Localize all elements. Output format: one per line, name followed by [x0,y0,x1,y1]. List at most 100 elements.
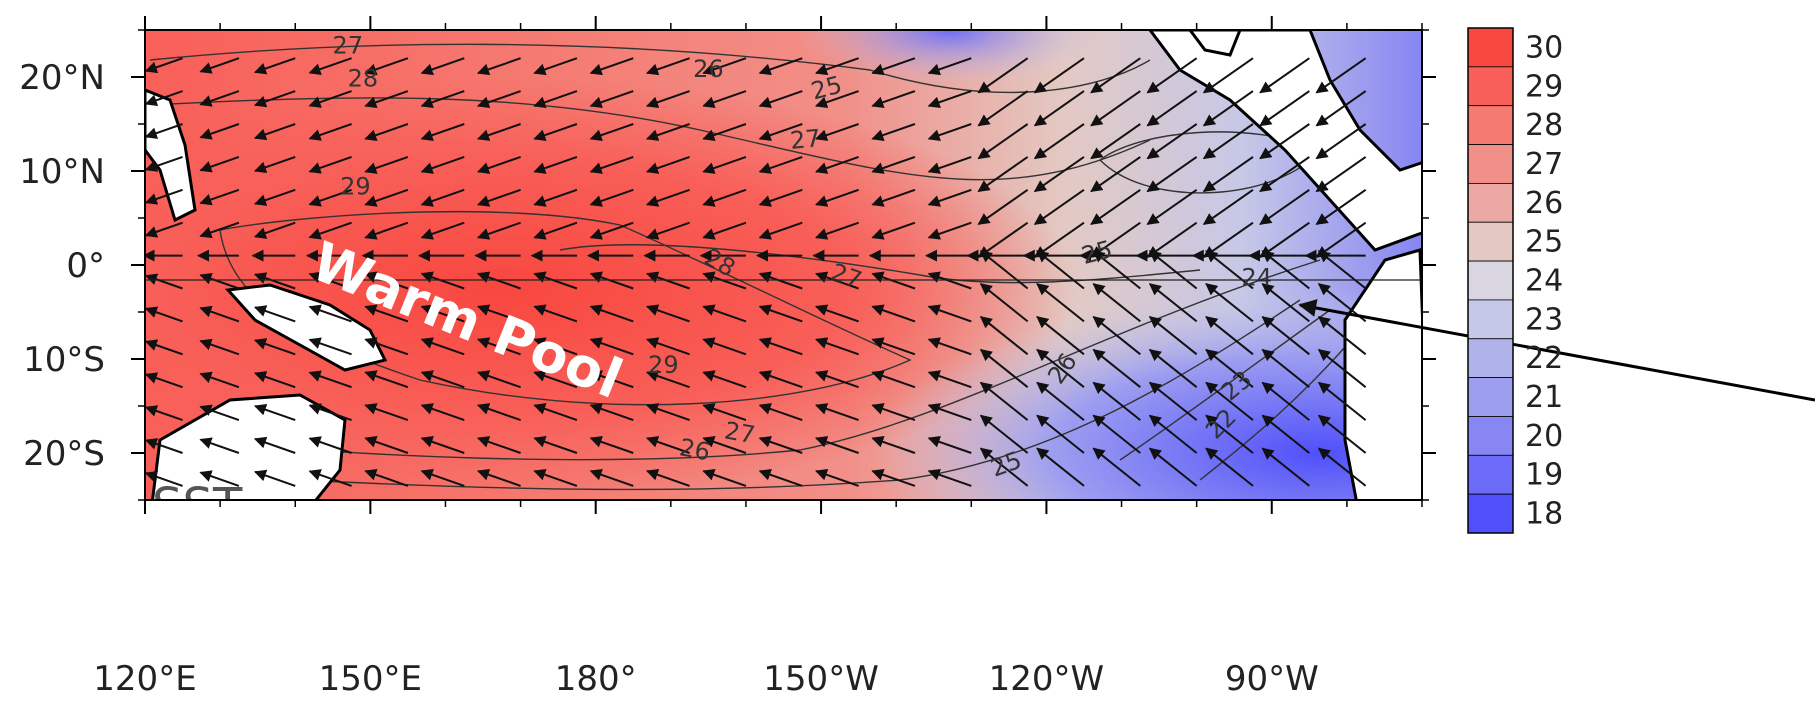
x-tick-label: 120°E [93,659,196,699]
wind-arrow [253,155,296,174]
wind-arrow [927,436,972,454]
wind-arrow [1259,123,1310,160]
wind-arrow [253,436,296,454]
wind-arrow [1259,188,1310,226]
wind-arrow [702,57,747,76]
wind-arrow [1033,57,1085,94]
x-tick-label: 180° [555,659,637,699]
wind-arrow [702,221,747,240]
wind-arrow [199,90,240,107]
colorbar-label: 26 [1525,186,1563,221]
x-axis: 120°E 150°E 180° 150°W 120°W 90°W [93,16,1423,699]
wind-arrow [476,188,521,207]
wind-arrow [1036,316,1085,356]
wind-arrow [476,90,521,109]
wind-arrow [871,271,916,290]
wind-arrow [420,155,465,174]
wind-arrow [199,155,240,173]
x-tick-label: 120°W [989,659,1105,699]
wind-arrow [1205,283,1254,323]
wind-arrow [871,221,916,240]
wind-arrow [476,468,521,487]
wind-arrow [364,90,409,109]
wind-arrow [253,305,296,323]
wind-arrow [589,337,634,356]
wind-arrow [253,403,296,422]
wind-arrow [1259,57,1310,94]
colorbar-label: 28 [1525,108,1563,143]
wind-arrow [1205,250,1254,290]
contour-label: 27 [722,416,757,449]
wind-arrow [308,188,352,207]
wind-arrow [979,316,1029,356]
wind-arrow [645,304,690,323]
wind-arrow [1317,250,1367,290]
wind-arrow [199,338,240,356]
wind-arrow [1146,57,1198,94]
wind-arrow [145,123,183,139]
wind-arrow [308,155,352,174]
wind-arrow [1033,188,1085,226]
wind-arrow [871,337,916,356]
wind-arrow [199,404,240,422]
wind-arrow [1259,156,1310,193]
wind-arrow [364,304,409,323]
wind-arrow [927,155,972,174]
wind-arrow [420,188,465,207]
colorbar-swatch [1467,260,1514,301]
contour-label: 24 [1241,264,1272,292]
wind-arrow [145,57,183,74]
wind-arrow [815,90,859,109]
wind-arrow [1317,414,1367,454]
wind-arrow [589,221,634,240]
wind-arrow [589,370,634,389]
wind-arrow [145,155,183,172]
x-tick-label: 150°E [319,659,422,699]
wind-arrow [308,57,352,75]
wind-arrow [702,436,747,454]
wind-arrow [1317,381,1367,421]
wind-arrow [253,371,296,389]
wind-arrow [1315,156,1367,193]
wind-arrow [702,90,747,109]
mexico-land [1188,30,1242,57]
wind-arrow [420,90,465,109]
wind-arrow [1148,381,1198,421]
wind-arrow [702,123,747,141]
wind-arrow [253,188,296,206]
wind-arrow [364,155,409,174]
wind-arrow [476,304,521,323]
wind-arrow [420,304,465,323]
wind-arrow [758,221,803,240]
wind-arrow [1146,123,1198,160]
wind-arrow [815,123,859,141]
wind-arrow [589,155,634,174]
wind-arrow [1092,447,1141,487]
wind-arrow [702,370,747,389]
wind-arrow [979,283,1029,323]
wind-arrow [1261,250,1310,290]
wind-arrow [927,90,972,109]
wind-arrow [199,57,240,74]
wind-arrow [1261,381,1310,421]
wind-arrow [927,403,972,422]
wind-arrow [420,370,465,389]
wind-arrow [476,221,521,240]
wind-arrow [308,436,352,454]
wind-arrow [533,403,578,422]
wind-arrow [871,155,916,174]
contour-label: 28 [348,64,379,92]
colorbar-swatch [1467,338,1514,379]
colorbar-label: 24 [1525,264,1563,299]
wind-arrow [1261,414,1310,454]
wind-arrow [533,271,578,290]
wind-arrow [533,468,578,487]
y-tick-label: 20°N [19,58,105,98]
wind-arrow [1148,250,1198,290]
contour-label: 26 [693,55,724,83]
wind-arrow [1036,447,1085,487]
wind-arrow [199,470,240,487]
wind-arrow [145,339,183,356]
wind-arrow [1092,316,1141,356]
